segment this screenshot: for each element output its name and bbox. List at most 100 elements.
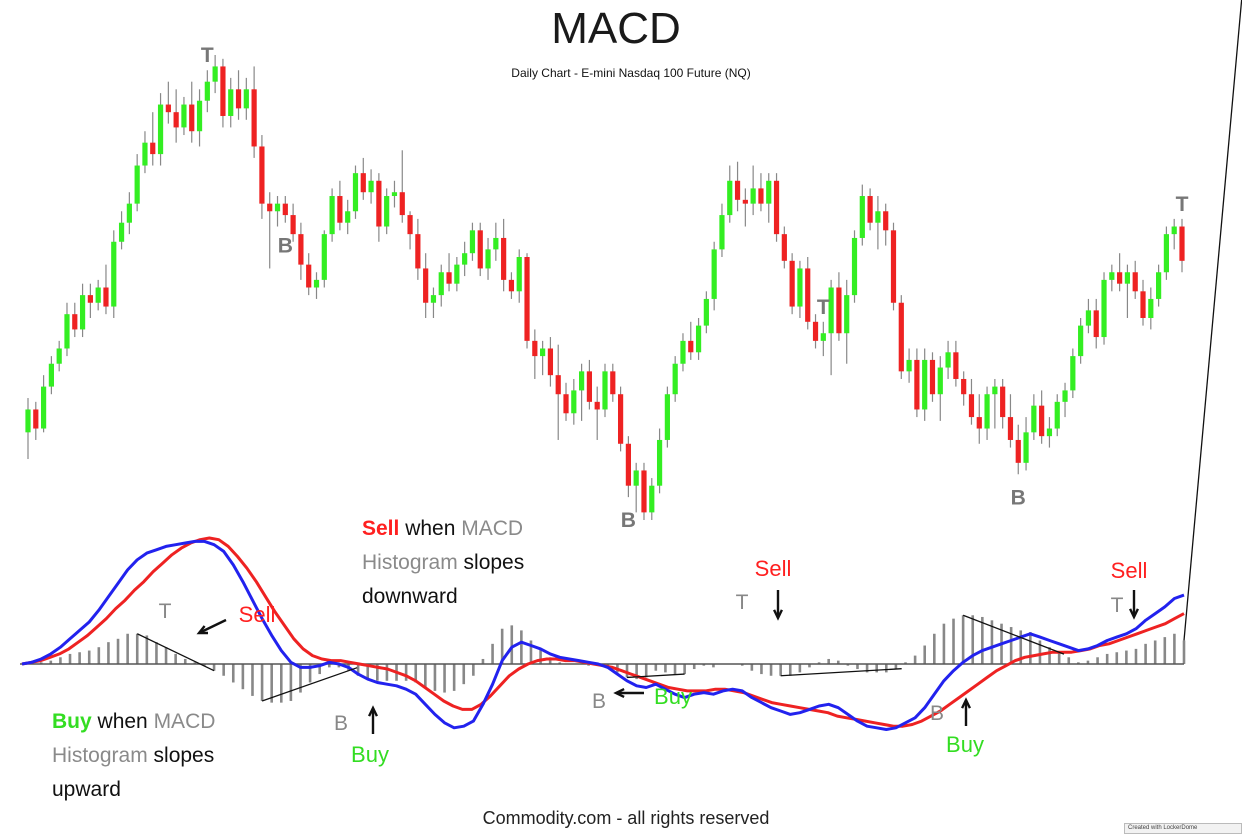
sell-rule-note: Sell when MACD Histogram slopes downward bbox=[362, 512, 524, 614]
credit-badge[interactable]: Created with LockerDome bbox=[1124, 823, 1242, 834]
candle-body bbox=[243, 89, 249, 109]
candle-body bbox=[1046, 428, 1053, 437]
candle-body bbox=[649, 485, 655, 513]
candle-body bbox=[79, 295, 86, 330]
candle-body bbox=[72, 314, 78, 330]
candle-body bbox=[953, 352, 959, 379]
candle-body bbox=[48, 363, 54, 387]
annotation-label: Sell bbox=[1111, 558, 1148, 583]
sell-when: when bbox=[399, 517, 462, 540]
candle-body bbox=[641, 470, 647, 513]
buy-macd: MACD bbox=[153, 710, 216, 733]
candle-body bbox=[680, 340, 686, 364]
candle-body bbox=[1101, 279, 1107, 338]
sell-arrow-1 bbox=[198, 618, 227, 635]
macd-line bbox=[21, 539, 1185, 731]
candle-body bbox=[820, 333, 826, 341]
buy-direction: upward bbox=[52, 778, 121, 801]
sell-slope-line-2 bbox=[962, 614, 1065, 655]
chart-title: MACD bbox=[551, 4, 681, 53]
candle-body bbox=[477, 230, 483, 269]
sell-word: Sell bbox=[362, 517, 400, 540]
buy-slope-line-3 bbox=[780, 668, 902, 677]
candle-body bbox=[859, 196, 865, 238]
annotation-label: Buy bbox=[351, 742, 389, 767]
sell-arrow-3-head bbox=[1129, 608, 1139, 620]
candle-body bbox=[828, 287, 834, 334]
candle-body bbox=[399, 192, 405, 216]
candle-body bbox=[1179, 226, 1185, 261]
top-label: T bbox=[1176, 193, 1189, 216]
candle-body bbox=[610, 371, 616, 395]
candle-body bbox=[851, 237, 858, 296]
annotation-label: Sell bbox=[755, 556, 792, 581]
candle-body bbox=[282, 203, 288, 216]
candle-body bbox=[508, 279, 515, 292]
candle-body bbox=[485, 249, 491, 269]
buy-rule-note: Buy when MACD Histogram slopes upward bbox=[52, 705, 215, 807]
candle-body bbox=[1039, 405, 1045, 437]
candle-body bbox=[703, 298, 709, 326]
candle-body bbox=[430, 295, 437, 303]
candle-body bbox=[415, 234, 421, 269]
copyright-footer: Commodity.com - all rights reserved bbox=[482, 808, 770, 828]
candle-body bbox=[937, 367, 943, 395]
candle-body bbox=[929, 359, 936, 395]
candle-body bbox=[251, 89, 257, 147]
candle-body bbox=[1070, 356, 1076, 391]
buy-arrow-1-head bbox=[368, 705, 378, 717]
candle-body bbox=[337, 196, 343, 223]
candle-body bbox=[914, 359, 920, 410]
candle-body bbox=[898, 302, 904, 372]
candle-body bbox=[727, 180, 733, 216]
candle-body bbox=[438, 272, 444, 296]
candle-body bbox=[181, 104, 187, 128]
candle-body bbox=[1031, 405, 1037, 433]
candle-body bbox=[352, 173, 359, 212]
candle-body bbox=[672, 363, 678, 395]
chart-subtitle: Daily Chart - E-mini Nasdaq 100 Future (… bbox=[511, 66, 751, 80]
buy-arrow-3-head bbox=[961, 697, 971, 709]
candle-body bbox=[750, 188, 756, 204]
candle-body bbox=[391, 192, 398, 197]
candle-body bbox=[1117, 272, 1123, 284]
candle-body bbox=[259, 146, 265, 204]
candle-body bbox=[290, 215, 296, 235]
candle-body bbox=[469, 230, 476, 254]
candle-body bbox=[742, 199, 748, 204]
sell-arrow-2-head bbox=[773, 609, 783, 621]
annotation-label: T bbox=[736, 591, 749, 614]
sell-histogram: Histogram bbox=[362, 551, 458, 574]
candle-body bbox=[306, 264, 312, 288]
candle-body bbox=[711, 249, 717, 299]
candle-body bbox=[267, 203, 273, 212]
candle-body bbox=[235, 89, 242, 109]
annotation-label: Buy bbox=[654, 684, 692, 709]
buy-arrow-2-head bbox=[613, 688, 625, 698]
candle-body bbox=[602, 371, 608, 410]
candle-body bbox=[625, 443, 631, 486]
sell-slope-line-3 bbox=[1183, 0, 1242, 641]
bottom-label: B bbox=[278, 235, 293, 258]
candle-body bbox=[976, 417, 982, 429]
candle-body bbox=[540, 348, 546, 357]
candle-body bbox=[968, 394, 975, 418]
candle-body bbox=[1085, 310, 1092, 326]
candle-body bbox=[360, 173, 366, 193]
candle-body bbox=[40, 386, 47, 429]
candle-body bbox=[462, 253, 468, 265]
candle-body bbox=[157, 104, 164, 155]
candle-body bbox=[992, 386, 998, 395]
candle-body bbox=[1132, 272, 1138, 292]
candle-body bbox=[984, 394, 990, 429]
candle-body bbox=[836, 287, 842, 334]
top-label: T bbox=[817, 296, 830, 319]
annotation-label: B bbox=[334, 712, 348, 735]
buy-when: when bbox=[91, 710, 154, 733]
buy-slopes: slopes bbox=[147, 744, 215, 767]
candle-body bbox=[688, 340, 694, 353]
candle-body bbox=[274, 203, 281, 212]
annotation-label: T bbox=[159, 600, 172, 623]
